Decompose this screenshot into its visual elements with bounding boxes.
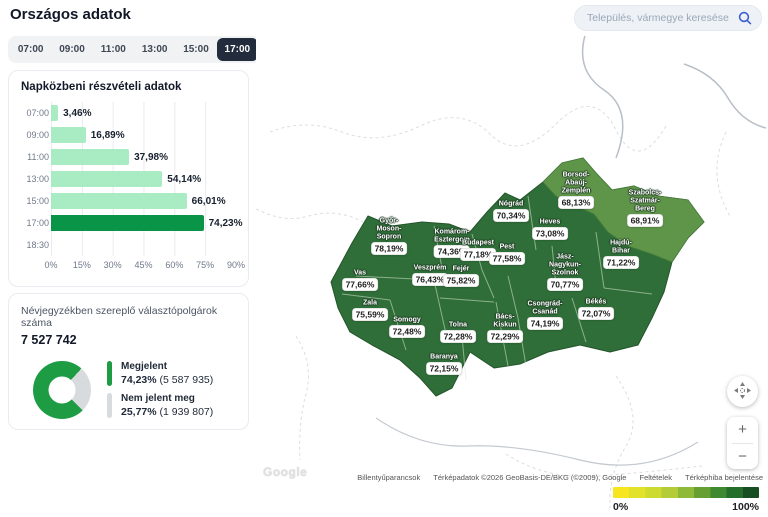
- scale-min-label: 0%: [613, 501, 629, 513]
- voters-card: Névjegyzékben szereplő választópolgárok …: [8, 293, 249, 430]
- search-input[interactable]: [587, 12, 738, 24]
- map-zoom-control: + −: [727, 417, 758, 469]
- bar-row-label: 13:00: [21, 168, 51, 190]
- map-scale-legend: 0% 100%: [613, 487, 759, 513]
- participation-bar: [51, 215, 204, 231]
- participation-xaxis: 0% 15% 30% 45% 60% 75% 90%: [44, 260, 245, 273]
- time-tab-bar: 07:00 09:00 11:00 13:00 15:00 17:00: [8, 36, 260, 63]
- legend-value: 74,23% (5 587 935): [121, 374, 214, 386]
- x-tick-label: 75%: [196, 260, 215, 270]
- scale-max-label: 100%: [732, 501, 759, 513]
- bar-row-label: 07:00: [21, 102, 51, 124]
- x-tick-label: 0%: [44, 260, 58, 270]
- bar-row: 3,46%: [51, 102, 91, 124]
- tab-11:00[interactable]: 11:00: [93, 38, 134, 61]
- attribution-item: Térképadatok ©2026 GeoBasis-DE/BKG (©200…: [433, 473, 627, 482]
- bar-value-label: 74,23%: [208, 217, 243, 229]
- legend-text: Megjelent 74,23% (5 587 935): [121, 361, 213, 386]
- bar-row-label: 17:00: [21, 212, 51, 234]
- bar-ylabel: 11:00: [27, 152, 49, 162]
- page-title: Országos adatok: [10, 6, 131, 23]
- participation-chart: 07:00 09:00 11:00 13:00 15:00 17:00 18:30 3,46…: [21, 102, 245, 273]
- participation-bar: [51, 149, 130, 165]
- donut-hole: [48, 376, 76, 404]
- bar-ylabel: 18:30: [26, 240, 49, 250]
- x-tick-label: 45%: [134, 260, 153, 270]
- participation-bar: [51, 105, 59, 121]
- tab-15:00[interactable]: 15:00: [175, 38, 216, 61]
- bar-ylabel: 09:00: [26, 130, 49, 140]
- participation-bar: [51, 171, 163, 187]
- bar-row: 74,23%: [51, 212, 243, 234]
- tab-07:00[interactable]: 07:00: [10, 38, 51, 61]
- map-attribution: Billentyűparancsok Térképadatok ©2026 Geo…: [357, 473, 763, 482]
- attribution-item[interactable]: Feltételek: [639, 473, 673, 482]
- turnout-legend-item: Megjelent 74,23% (5 587 935): [107, 361, 213, 386]
- bar-ylabel: 17:00: [26, 218, 49, 228]
- attribution-item[interactable]: Billentyűparancsok: [357, 473, 421, 482]
- bar-row: 54,14%: [51, 168, 201, 190]
- hungary-map[interactable]: [256, 36, 768, 517]
- bar-row: 66,01%: [51, 190, 226, 212]
- turnout-legend-item: Nem jelent meg 25,77% (1 939 807): [107, 393, 213, 418]
- tab-13:00[interactable]: 13:00: [134, 38, 175, 61]
- participation-bar: [51, 127, 86, 143]
- legend-marker: [107, 393, 112, 418]
- bar-row-label: 18:30: [21, 234, 51, 256]
- legend-marker: [107, 361, 112, 386]
- legend-label: Megjelent: [121, 361, 168, 372]
- participation-ylabels: 07:00 09:00 11:00 13:00 15:00 17:00 18:30: [21, 102, 51, 273]
- map-pan-button[interactable]: [727, 376, 758, 407]
- x-tick-label: 90%: [226, 260, 246, 270]
- google-logo: Google: [263, 465, 308, 479]
- search-box[interactable]: [574, 5, 762, 31]
- tab-09:00[interactable]: 09:00: [51, 38, 92, 61]
- zoom-out-button[interactable]: −: [727, 443, 758, 469]
- bar-value-label: 66,01%: [191, 195, 226, 207]
- voters-total: 7 527 742: [21, 333, 77, 347]
- search-icon[interactable]: [738, 11, 752, 25]
- participation-card: Napközbeni részvételi adatok 07:00 09:00 1…: [8, 70, 249, 287]
- turnout-legend: Megjelent 74,23% (5 587 935) Nem jelent me…: [107, 361, 213, 418]
- voters-card-title: Névjegyzékben szereplő választópolgárok …: [21, 305, 218, 329]
- legend-text: Nem jelent meg 25,77% (1 939 807): [121, 393, 213, 418]
- bar-value-label: 54,14%: [167, 173, 202, 185]
- participation-bar: [51, 193, 187, 209]
- turnout-donut-chart: [33, 361, 91, 419]
- x-tick-label: 15%: [72, 260, 91, 270]
- zoom-divider: [732, 442, 753, 444]
- map-canvas: [256, 36, 767, 509]
- bar-row: 16,89%: [51, 124, 125, 146]
- bar-row-label: 09:00: [21, 124, 51, 146]
- zoom-in-button[interactable]: +: [727, 417, 758, 443]
- attribution-item[interactable]: Térképhiba bejelentése: [685, 473, 763, 482]
- bar-ylabel: 15:00: [26, 196, 49, 206]
- bar-ylabel: 13:00: [26, 174, 49, 184]
- participation-plot: 3,46% 16,89% 37,98% 54,14% 66,01% 74,23%: [51, 102, 243, 256]
- x-tick-label: 60%: [165, 260, 184, 270]
- bar-row-label: 11:00: [21, 146, 51, 168]
- bar-row-label: 15:00: [21, 190, 51, 212]
- scale-gradient-bar: [613, 487, 759, 498]
- participation-card-title: Napközbeni részvételi adatok: [21, 81, 182, 93]
- bar-ylabel: 07:00: [26, 108, 49, 118]
- hungary-ne-light-shape: [542, 157, 705, 263]
- bar-value-label: 16,89%: [90, 129, 125, 141]
- bar-value-label: 3,46%: [63, 107, 92, 119]
- tab-17:00[interactable]: 17:00: [216, 38, 258, 61]
- legend-value: 25,77% (1 939 807): [121, 406, 214, 418]
- x-tick-label: 30%: [103, 260, 122, 270]
- pan-arrows-icon: [732, 380, 753, 404]
- legend-label: Nem jelent meg: [121, 393, 195, 404]
- bar-value-label: 37,98%: [134, 151, 168, 163]
- bar-row: 37,98%: [51, 146, 168, 168]
